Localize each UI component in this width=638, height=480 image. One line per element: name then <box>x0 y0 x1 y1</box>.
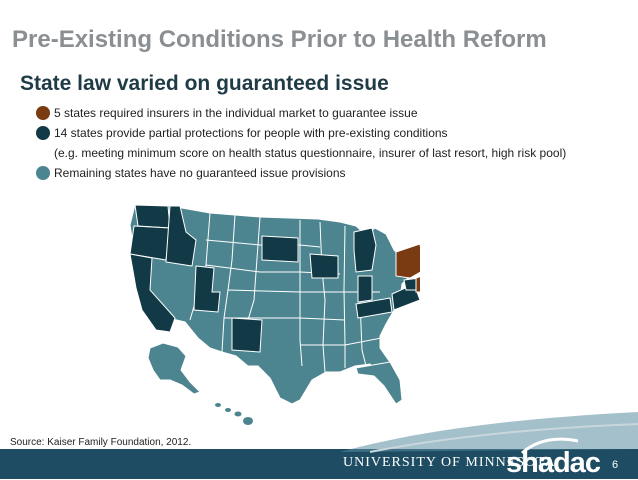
state-new-mexico <box>231 317 263 353</box>
footer-bar <box>0 449 638 479</box>
legend-label: 14 states provide partial protections fo… <box>54 126 448 140</box>
legend-swatch-partial-protection <box>36 126 50 140</box>
state-utah <box>193 265 221 313</box>
legend-label: 5 states required insurers in the indivi… <box>54 106 418 120</box>
state-hawaii <box>215 403 253 425</box>
shadac-logo: shadac <box>506 447 601 479</box>
shadac-logo-swoosh-icon <box>521 437 579 455</box>
state-iowa <box>309 253 339 279</box>
legend-item-guaranteed-issue: 5 states required insurers in the indivi… <box>36 103 636 123</box>
slide-title: Pre-Existing Conditions Prior to Health … <box>12 26 547 53</box>
legend: 5 states required insurers in the indivi… <box>36 103 636 183</box>
state-washington <box>134 204 171 229</box>
page-number: 6 <box>612 459 619 471</box>
legend-swatch-no-provisions <box>36 166 50 180</box>
legend-label: Remaining states have no guaranteed issu… <box>54 166 346 180</box>
legend-item-no-provisions: Remaining states have no guaranteed issu… <box>36 163 636 183</box>
slide-subtitle: State law varied on guaranteed issue <box>20 72 389 95</box>
state-california <box>129 253 176 333</box>
state-idaho <box>165 205 197 267</box>
state-indiana <box>357 275 373 303</box>
legend-note: (e.g. meeting minimum score on health st… <box>36 143 636 163</box>
university-name: UNIVERSITY OF MINNESOTA <box>343 455 556 470</box>
state-new-york <box>395 243 420 279</box>
state-kentucky <box>355 297 393 319</box>
legend-item-partial-protection: 14 states provide partial protections fo… <box>36 123 636 143</box>
legend-note-text: (e.g. meeting minimum score on health st… <box>54 146 567 160</box>
footer-arc-graphic <box>340 412 638 453</box>
state-michigan <box>353 227 377 273</box>
state-alaska <box>147 342 201 395</box>
state-south-dakota <box>261 235 299 263</box>
us-states-map <box>129 204 420 425</box>
source-note: Source: Kaiser Family Foundation, 2012. <box>10 437 192 448</box>
state-florida <box>355 361 403 405</box>
state-new-jersey <box>415 276 420 293</box>
legend-swatch-guaranteed-issue <box>36 106 50 120</box>
